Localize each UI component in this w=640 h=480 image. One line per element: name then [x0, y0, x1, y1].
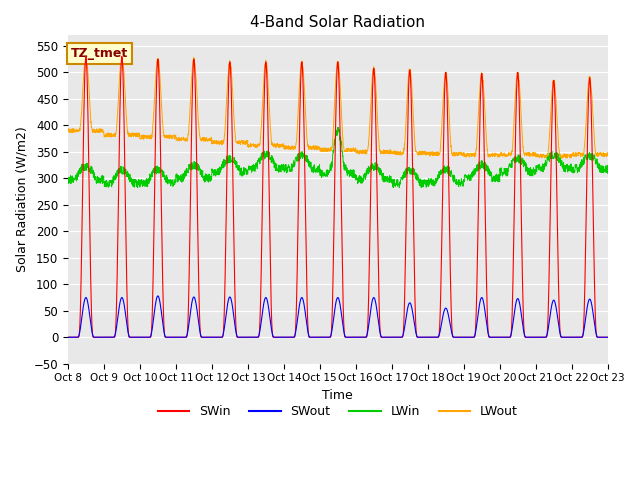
Y-axis label: Solar Radiation (W/m2): Solar Radiation (W/m2) — [15, 127, 28, 273]
Text: TZ_tmet: TZ_tmet — [70, 47, 128, 60]
X-axis label: Time: Time — [323, 389, 353, 402]
Title: 4-Band Solar Radiation: 4-Band Solar Radiation — [250, 15, 426, 30]
Legend: SWin, SWout, LWin, LWout: SWin, SWout, LWin, LWout — [153, 400, 523, 423]
